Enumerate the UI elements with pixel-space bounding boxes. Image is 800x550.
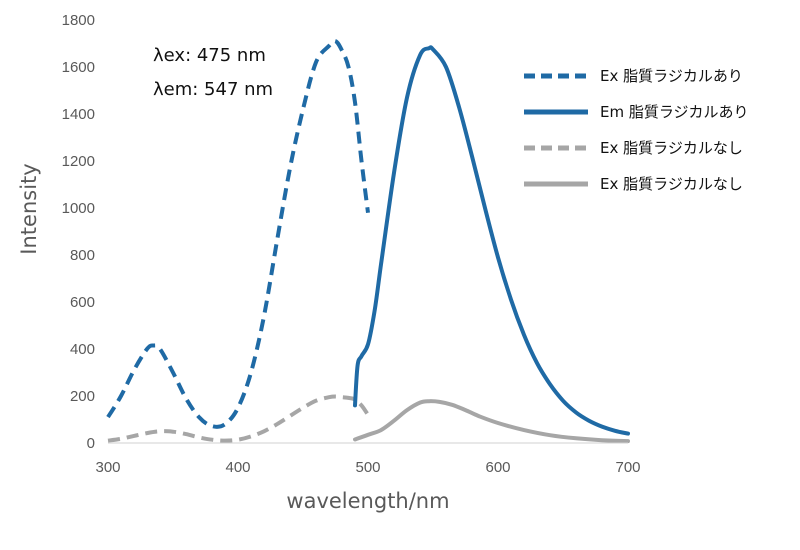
y-tick-label: 600 [70, 294, 95, 311]
y-tick-label: 1800 [62, 12, 95, 29]
x-axis-title: wavelength/nm [286, 489, 449, 513]
y-tick-label: 400 [70, 341, 95, 358]
y-tick-label: 1200 [62, 153, 95, 170]
x-tick-label: 700 [615, 459, 640, 476]
series-line-3 [353, 399, 630, 444]
legend: Ex 脂質ラジカルあり Em 脂質ラジカルあり Ex 脂質ラジカルなし Ex 脂質ラジ… [524, 67, 749, 193]
y-tick-label: 0 [87, 435, 95, 452]
legend-label-2: Ex 脂質ラジカルなし [600, 139, 743, 157]
series-line-0 [106, 39, 370, 429]
annotation-excitation: λex: 475 nm [153, 45, 266, 66]
y-tick-labels: 0 200 400 600 800 1000 1200 1400 1600 1800 [62, 12, 95, 452]
y-tick-label: 800 [70, 247, 95, 264]
legend-label-1: Em 脂質ラジカルあり [600, 103, 749, 121]
x-tick-label: 600 [485, 459, 510, 476]
x-tick-labels: 300 400 500 600 700 [95, 459, 640, 476]
y-tick-label: 1400 [62, 106, 95, 123]
y-axis-title: Intensity [17, 163, 41, 254]
y-tick-label: 200 [70, 388, 95, 405]
y-tick-label: 1000 [62, 200, 95, 217]
x-tick-label: 500 [355, 459, 380, 476]
x-tick-label: 300 [95, 459, 120, 476]
y-tick-label: 1600 [62, 59, 95, 76]
legend-label-3: Ex 脂質ラジカルなし [600, 175, 743, 193]
annotation-emission: λem: 547 nm [153, 79, 273, 100]
plot-area [106, 39, 630, 444]
legend-label-0: Ex 脂質ラジカルあり [600, 67, 743, 85]
series-line-1 [353, 45, 630, 436]
x-tick-label: 400 [225, 459, 250, 476]
series-line-2 [107, 394, 370, 443]
